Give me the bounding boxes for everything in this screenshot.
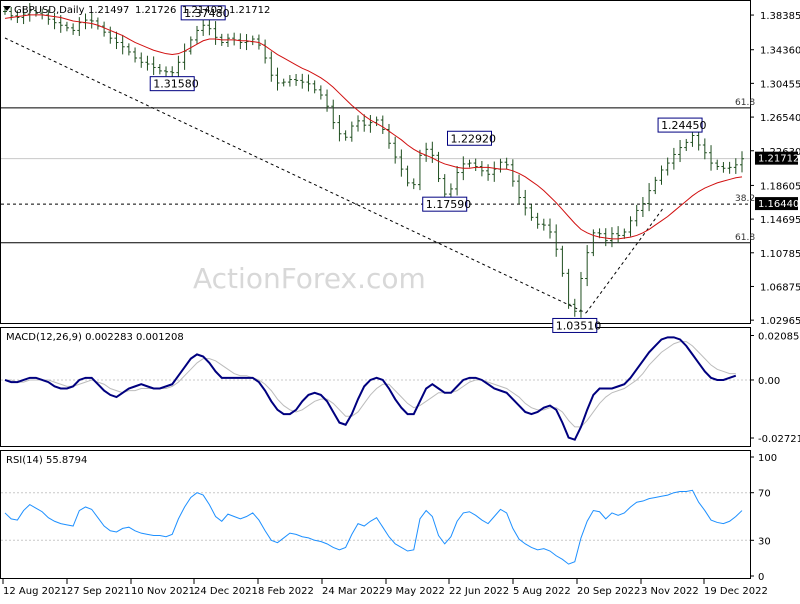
x-tick-label: 8 Feb 2022 <box>258 586 314 597</box>
price-annotation-box <box>446 130 492 146</box>
x-tick-label: 20 Sep 2022 <box>577 586 640 597</box>
fib-level-label: 61.8 <box>735 98 755 108</box>
price-annotation-label: 1.24450 <box>661 119 707 132</box>
rsi-panel: 100 70 30 0 <box>1 453 777 583</box>
price-gridlines: 61.8 38.2 61.8 <box>1 98 755 244</box>
rsi-line <box>4 489 743 565</box>
price-annotation-label: 1.03510 <box>556 319 602 332</box>
watermark: ActionForex.com <box>193 262 426 295</box>
x-tick-label: 5 Aug 2022 <box>513 586 571 597</box>
last-price-tag-label: 1.21712 <box>758 154 799 165</box>
y-tick-label: 1.34360 <box>760 46 800 57</box>
sma-line <box>4 14 743 240</box>
y-tick-label: 1.38385 <box>760 11 800 22</box>
x-tick-label: 24 Mar 2022 <box>322 586 385 597</box>
price-annotation-box <box>149 76 195 92</box>
y-tick-label: 1.14695 <box>760 215 800 226</box>
macd-panel-frame <box>0 327 751 447</box>
price-y-axis: 1.383851.343601.304551.265401.226301.186… <box>750 11 800 327</box>
y-tick-label: 1.30455 <box>760 79 800 90</box>
y-tick-label: 1.18605 <box>760 181 800 192</box>
moving-average-line <box>4 14 743 240</box>
price-bars <box>3 3 744 318</box>
ohlc-high: 1.21726 <box>135 5 176 16</box>
macd-signal-line <box>5 341 736 428</box>
ohlc-low: 1.21402 <box>182 5 223 16</box>
y-tick-label: 1.10785 <box>760 249 800 260</box>
macd-panel: 0.020858 0.00 -0.027213 <box>1 332 800 445</box>
y-tick-label: 1.02965 <box>760 316 800 327</box>
price-annotation-label: 1.37480 <box>184 7 230 20</box>
price-annotation-box <box>657 117 703 133</box>
x-tick-label: 10 Nov 2021 <box>131 586 195 597</box>
rsi-panel-title: RSI(14) 55.8794 <box>6 455 87 466</box>
x-tick-label: 9 May 2022 <box>386 586 445 597</box>
ohlc-open: 1.21497 <box>88 5 129 16</box>
x-tick-label: 22 Jun 2022 <box>449 586 509 597</box>
support-price-tag-label: 1.16440 <box>758 199 799 210</box>
chart-menu-arrow-icon[interactable] <box>3 6 11 11</box>
x-tick-label: 19 Dec 2022 <box>704 586 768 597</box>
price-annotation-label: 1.31580 <box>153 78 199 91</box>
rsi-tick-label: 70 <box>758 489 771 500</box>
dotted-trendline-long <box>4 37 587 314</box>
x-tick-label: 12 Aug 2021 <box>3 586 67 597</box>
x-tick-label: 24 Dec 2021 <box>194 586 258 597</box>
price-annotation-label: 1.17590 <box>426 198 472 211</box>
rsi-panel-frame <box>0 450 751 579</box>
x-tick-label: 3 Nov 2022 <box>641 586 699 597</box>
price-annotation-label: 1.22920 <box>450 132 496 145</box>
rsi-tick-label: 100 <box>758 453 777 464</box>
macd-panel-title: MACD(12,26,9) 0.002283 0.001208 <box>6 332 184 343</box>
rsi-tick-label: 30 <box>758 536 771 547</box>
macd-line <box>4 336 737 441</box>
y-tick-label: 1.26540 <box>760 113 800 124</box>
price-panel-title: GBPUSD,Daily <box>14 5 85 16</box>
y-tick-label: 1.06875 <box>760 282 800 293</box>
price-annotations: 1.37480 1.31580 1.22920 1.17590 1.03510 1.244… <box>149 5 707 333</box>
macd-tick-label: 0.00 <box>758 376 780 387</box>
price-annotation-box <box>552 317 598 333</box>
ohlc-close: 1.21712 <box>229 5 270 16</box>
trendlines <box>4 37 665 314</box>
price-panel-frame <box>0 0 751 324</box>
support-price-tag <box>755 197 798 211</box>
rsi-tick-label: 0 <box>758 572 764 583</box>
price-annotation-box <box>422 196 468 212</box>
x-tick-label: 27 Sep 2021 <box>67 586 130 597</box>
dotted-trendline-short <box>585 206 665 314</box>
last-price-tag <box>755 151 798 165</box>
macd-tick-label: 0.020858 <box>758 332 800 343</box>
fib-level-label: 38.2 <box>735 194 755 204</box>
fib-level-label: 61.8 <box>735 233 755 243</box>
macd-tick-label: -0.027213 <box>758 434 800 445</box>
price-annotation-box <box>180 5 226 21</box>
